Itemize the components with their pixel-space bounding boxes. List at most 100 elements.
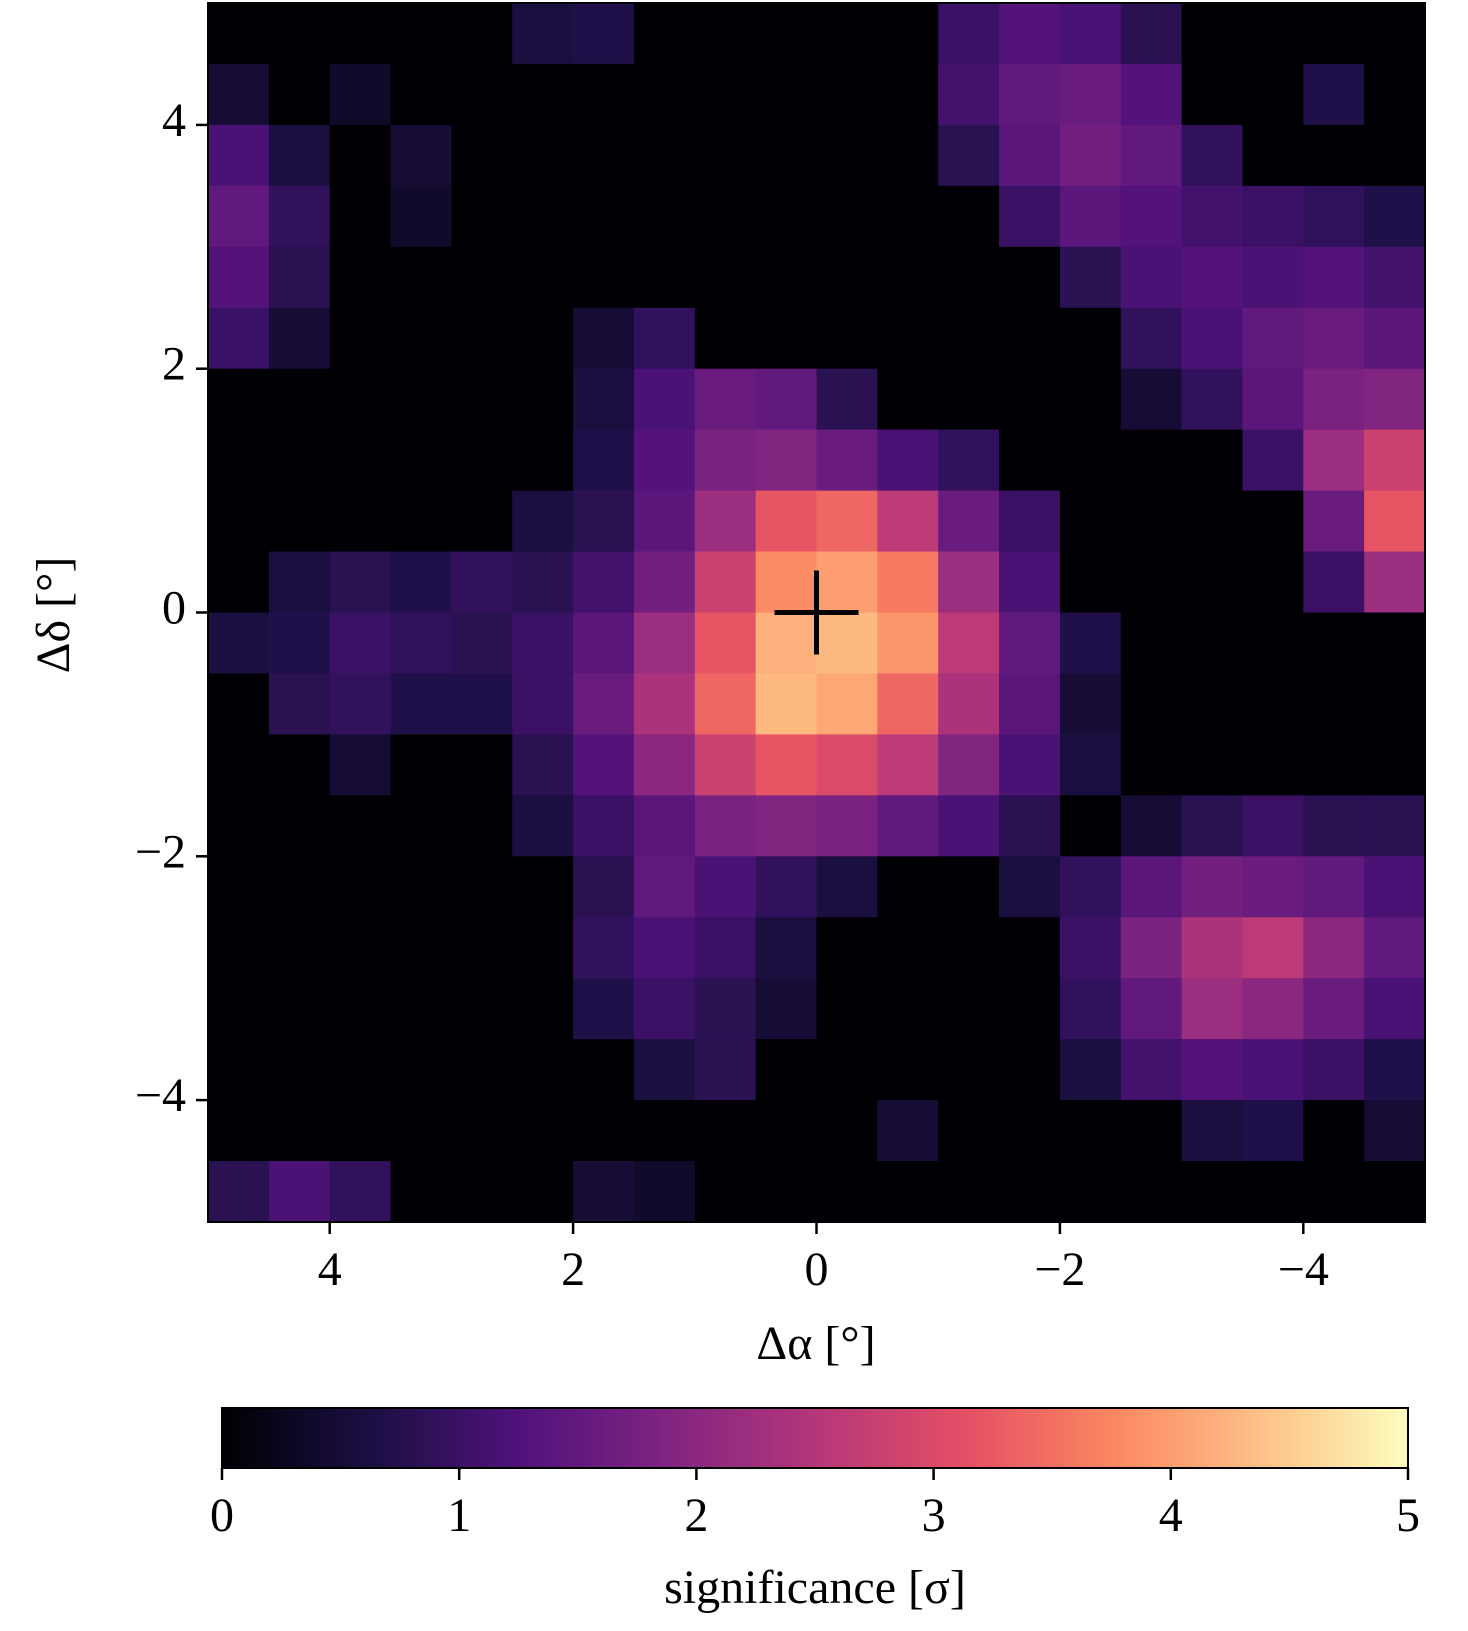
heatmap-cell xyxy=(1242,734,1304,796)
heatmap-cell xyxy=(1364,1039,1426,1101)
heatmap-cell xyxy=(512,856,574,918)
heatmap-cell xyxy=(1242,612,1304,674)
heatmap-cell xyxy=(755,551,817,613)
heatmap-cell xyxy=(1181,551,1243,613)
heatmap-cell xyxy=(1303,917,1365,979)
heatmap-cell xyxy=(938,63,1000,126)
heatmap-cell xyxy=(877,673,939,735)
heatmap-cell xyxy=(573,124,635,187)
heatmap-cell xyxy=(208,734,270,796)
heatmap-cell xyxy=(1181,673,1243,735)
heatmap-cell xyxy=(1364,124,1426,187)
colorbar-tick-label: 3 xyxy=(922,1489,946,1542)
heatmap-cell xyxy=(1181,429,1243,492)
heatmap-cell xyxy=(755,612,817,674)
heatmap-cell xyxy=(451,734,513,796)
heatmap-cell xyxy=(208,307,270,370)
heatmap-cell xyxy=(329,673,392,735)
heatmap-cell xyxy=(816,246,878,309)
heatmap-cell xyxy=(1303,1039,1365,1101)
heatmap-cell xyxy=(268,917,331,979)
heatmap-cell xyxy=(451,1039,513,1101)
heatmap-cell xyxy=(633,3,696,65)
heatmap-cell xyxy=(1181,63,1243,126)
y-tick-label: −2 xyxy=(135,825,186,878)
heatmap-cell xyxy=(1120,246,1183,309)
heatmap-cell xyxy=(633,917,696,979)
heatmap-cell xyxy=(329,795,392,857)
heatmap-cell xyxy=(816,1039,878,1101)
heatmap-cell xyxy=(1303,1100,1365,1162)
heatmap-cell xyxy=(694,917,757,979)
heatmap-cell xyxy=(208,1100,270,1162)
heatmap-cell xyxy=(1120,185,1183,248)
heatmap-cell xyxy=(329,1100,392,1162)
heatmap-cell xyxy=(1120,795,1183,857)
heatmap-cell xyxy=(694,185,757,248)
heatmap-cell xyxy=(938,1039,1000,1101)
heatmap-cell xyxy=(573,795,635,857)
heatmap-cell xyxy=(390,124,452,187)
heatmap-cell xyxy=(329,246,392,309)
heatmap-cell xyxy=(999,63,1061,126)
heatmap-cell xyxy=(1364,185,1426,248)
heatmap-cell xyxy=(1059,1039,1122,1101)
heatmap-cell xyxy=(755,856,817,918)
heatmap-cell xyxy=(208,612,270,674)
heatmap-cell xyxy=(999,673,1061,735)
heatmap-cell xyxy=(816,185,878,248)
heatmap-cell xyxy=(633,612,696,674)
heatmap-cell xyxy=(633,185,696,248)
heatmap-cell xyxy=(390,917,452,979)
heatmap-cell xyxy=(1364,1161,1426,1223)
heatmap-cell xyxy=(877,734,939,796)
heatmap-cell xyxy=(1059,795,1122,857)
heatmap-cell xyxy=(1059,551,1122,613)
heatmap-cell xyxy=(633,734,696,796)
heatmap-cell xyxy=(999,307,1061,370)
heatmap-cell xyxy=(1364,795,1426,857)
heatmap-cell xyxy=(877,856,939,918)
heatmap-cell xyxy=(390,673,452,735)
heatmap-cell xyxy=(816,673,878,735)
heatmap-cell xyxy=(1364,246,1426,309)
heatmap-cell xyxy=(208,1039,270,1101)
heatmap-cell xyxy=(938,551,1000,613)
heatmap-cell xyxy=(573,368,635,431)
heatmap-cell xyxy=(451,551,513,613)
y-axis-label: Δδ [°] xyxy=(27,557,80,674)
heatmap-cell xyxy=(1120,490,1183,553)
heatmap-cell xyxy=(694,673,757,735)
heatmap-cell xyxy=(1303,63,1365,126)
heatmap-cell xyxy=(512,368,574,431)
heatmap-cell xyxy=(329,1161,392,1223)
heatmap-cell xyxy=(999,429,1061,492)
heatmap-cell xyxy=(1364,307,1426,370)
heatmap-cell xyxy=(512,1100,574,1162)
heatmap-cell xyxy=(329,856,392,918)
heatmap-cell xyxy=(1120,1100,1183,1162)
heatmap-cell xyxy=(938,185,1000,248)
heatmap-cell xyxy=(573,551,635,613)
heatmap-cell xyxy=(755,307,817,370)
heatmap-cell xyxy=(755,368,817,431)
heatmap-cell xyxy=(1181,490,1243,553)
heatmap-cell xyxy=(1303,490,1365,553)
heatmap-cell xyxy=(512,429,574,492)
heatmap-cell xyxy=(451,124,513,187)
heatmap-cell xyxy=(694,551,757,613)
heatmap-cell xyxy=(1364,551,1426,613)
heatmap-cell xyxy=(573,3,635,65)
heatmap-cell xyxy=(268,124,331,187)
heatmap-cell xyxy=(451,978,513,1040)
heatmap-cell xyxy=(390,1039,452,1101)
heatmap-cell xyxy=(755,1161,817,1223)
heatmap-cell xyxy=(1303,3,1365,65)
heatmap-cell xyxy=(1059,246,1122,309)
heatmap-cell xyxy=(512,795,574,857)
heatmap-cell xyxy=(694,1100,757,1162)
heatmap-cell xyxy=(877,307,939,370)
heatmap-cell xyxy=(573,734,635,796)
heatmap-cell xyxy=(1242,1161,1304,1223)
heatmap-cell xyxy=(816,978,878,1040)
